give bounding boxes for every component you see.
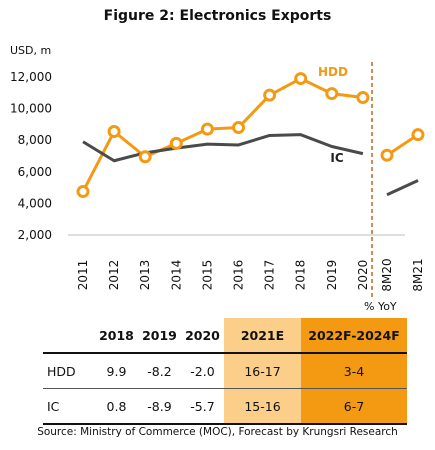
table-cell: -8.9	[138, 388, 181, 425]
table-cell: 16-17	[224, 353, 301, 389]
y-tick-label: 2,000	[18, 228, 52, 242]
x-tick-label: 2015	[200, 260, 214, 291]
hdd-point	[380, 148, 394, 162]
table-header-cell	[43, 318, 95, 354]
hdd-point	[107, 125, 121, 139]
x-tick-label: 2011	[76, 260, 90, 291]
hdd-point	[411, 128, 425, 142]
yoy-table: 2018 2019 2020 2021E 2022F-2024F HDD 9.9…	[43, 318, 407, 425]
hdd-point	[294, 72, 308, 86]
y-axis-unit: USD, m	[10, 44, 51, 57]
ic-line	[82, 133, 364, 163]
table-header-cell: 2022F-2024F	[301, 318, 407, 354]
yoy-label: % YoY	[364, 300, 397, 313]
table-row: HDD 9.9 -8.2 -2.0 16-17 3-4	[43, 353, 407, 389]
table-header-cell: 2020	[181, 318, 224, 354]
x-tick-label: 2012	[107, 260, 121, 291]
source-note: Source: Ministry of Commerce (MOC), Fore…	[37, 426, 398, 438]
hdd-line	[81, 77, 364, 193]
x-tick-label: 2020	[356, 260, 370, 291]
table-header-cell: 2021E	[224, 318, 301, 354]
hdd-point	[200, 122, 214, 136]
chart-title: Figure 2: Electronics Exports	[103, 8, 332, 24]
hdd-point	[169, 136, 183, 150]
table-row: IC 0.8 -8.9 -5.7 15-16 6-7	[43, 388, 407, 425]
x-tick-label: 2017	[263, 260, 277, 291]
y-tick-label: 6,000	[18, 165, 52, 179]
x-tick-label: 2014	[169, 260, 183, 291]
hdd-series-label: HDD	[318, 65, 348, 79]
table-header-cell: 2018	[95, 318, 138, 354]
x-tick-label: 2013	[138, 260, 152, 291]
hdd-point	[263, 88, 277, 102]
row-label: HDD	[43, 353, 95, 389]
x-tick-label: 8M21	[411, 258, 425, 291]
ic-line	[386, 179, 419, 197]
table-header-cell: 2019	[138, 318, 181, 354]
table-cell: -8.2	[138, 353, 181, 389]
y-tick-label: 12,000	[10, 70, 52, 84]
y-tick-label: 10,000	[10, 102, 52, 116]
table-cell: -5.7	[181, 388, 224, 425]
x-tick-label: 2018	[294, 260, 308, 291]
table-cell: 15-16	[224, 388, 301, 425]
ic-series-label: IC	[330, 151, 343, 165]
table-cell: -2.0	[181, 353, 224, 389]
line-chart: USD, m 2,0004,0006,0008,00010,00012,000 …	[10, 44, 425, 300]
hdd-point	[325, 87, 339, 101]
y-tick-label: 8,000	[18, 133, 52, 147]
x-tick-label: 8M20	[380, 258, 394, 291]
table-cell: 9.9	[95, 353, 138, 389]
hdd-point	[138, 150, 152, 164]
table-cell: 6-7	[301, 388, 407, 425]
x-tick-label: 2019	[325, 260, 339, 291]
hdd-point	[232, 121, 245, 135]
hdd-point	[356, 91, 370, 105]
y-tick-label: 4,000	[18, 196, 52, 210]
table-header-row: 2018 2019 2020 2021E 2022F-2024F	[43, 318, 407, 354]
x-tick-label: 2016	[232, 260, 246, 291]
row-label: IC	[43, 388, 95, 425]
table-cell: 0.8	[95, 388, 138, 425]
hdd-point	[76, 185, 90, 199]
table-cell: 3-4	[301, 353, 407, 389]
